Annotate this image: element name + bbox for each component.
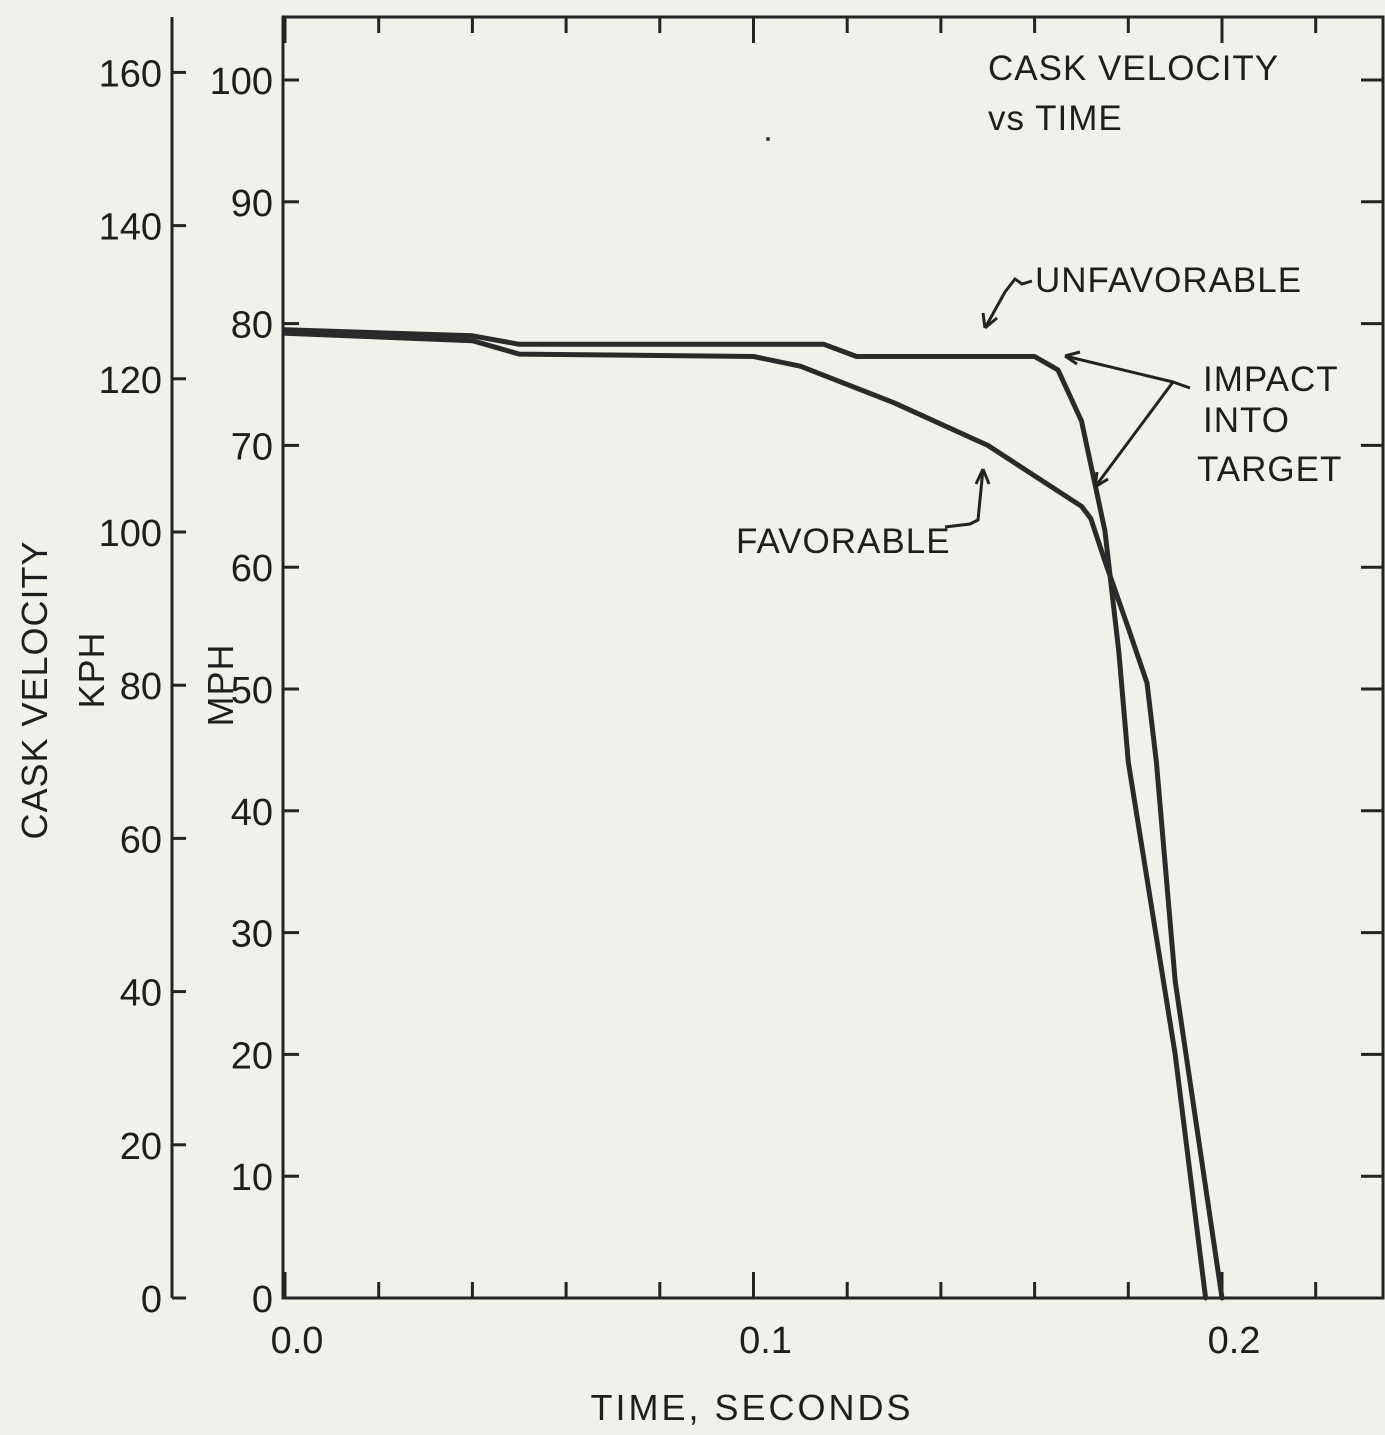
x-axis-title: TIME, SECONDS bbox=[590, 1387, 913, 1428]
kph-tick-label: 120 bbox=[99, 360, 162, 402]
mph-tick-label: 70 bbox=[231, 426, 273, 468]
kph-axis-unit: KPH bbox=[71, 631, 112, 708]
kph-tick-label: 100 bbox=[99, 513, 162, 555]
mph-tick-label: 0 bbox=[252, 1279, 273, 1321]
annotation-impact-line3: TARGET bbox=[1197, 450, 1342, 489]
mph-tick-label: 100 bbox=[210, 61, 273, 103]
kph-axis-ticks: 0 20 40 60 80 100 120 140 160 bbox=[99, 53, 186, 1321]
mph-tick-label: 50 bbox=[231, 670, 273, 712]
mph-tick-label: 30 bbox=[231, 914, 273, 956]
kph-tick-label: 60 bbox=[120, 819, 162, 861]
mph-tick-label: 80 bbox=[231, 305, 273, 347]
chart-title: CASK VELOCITY bbox=[988, 49, 1279, 88]
plot-frame bbox=[281, 15, 1385, 1300]
impact-leaders bbox=[1064, 350, 1191, 489]
kph-tick-label: 20 bbox=[120, 1126, 162, 1168]
mph-tick-label: 40 bbox=[231, 792, 273, 834]
mph-axis-unit: MPH bbox=[200, 644, 241, 727]
mph-tick-label: 20 bbox=[231, 1035, 273, 1077]
kph-tick-label: 160 bbox=[99, 53, 162, 95]
favorable-leader bbox=[944, 468, 991, 529]
time-tick-label: 0.0 bbox=[271, 1320, 324, 1362]
kph-tick-label: 0 bbox=[141, 1279, 162, 1321]
kph-tick-label: 40 bbox=[120, 973, 162, 1015]
series-line-unfavorable bbox=[282, 327, 1209, 1301]
unfavorable-leader bbox=[981, 276, 1033, 330]
time-tick-label: 0.1 bbox=[739, 1320, 792, 1362]
series-lines bbox=[282, 327, 1225, 1301]
time-tick-label: 0.2 bbox=[1208, 1320, 1261, 1362]
series-line-favorable bbox=[282, 330, 1225, 1301]
scan-speck bbox=[766, 137, 770, 141]
mph-tick-label: 60 bbox=[231, 548, 273, 590]
annotation-unfavorable: UNFAVORABLE bbox=[1035, 261, 1302, 300]
chart-subtitle: vs TIME bbox=[988, 99, 1123, 138]
annotation-impact-line1: IMPACT bbox=[1203, 360, 1339, 399]
time-axis-ticks: 0.0 0.1 0.2 bbox=[271, 17, 1318, 1362]
annotation-favorable: FAVORABLE bbox=[736, 522, 951, 561]
y-axis-title: CASK VELOCITY bbox=[14, 540, 55, 839]
mph-tick-label: 90 bbox=[231, 183, 273, 225]
mph-axis-ticks: 0 10 20 30 40 50 60 70 80 90 100 bbox=[210, 61, 1383, 1321]
kph-tick-label: 140 bbox=[99, 207, 162, 249]
annotation-impact-line2: INTO bbox=[1203, 401, 1290, 440]
kph-tick-label: 80 bbox=[120, 666, 162, 708]
mph-tick-label: 10 bbox=[231, 1157, 273, 1199]
